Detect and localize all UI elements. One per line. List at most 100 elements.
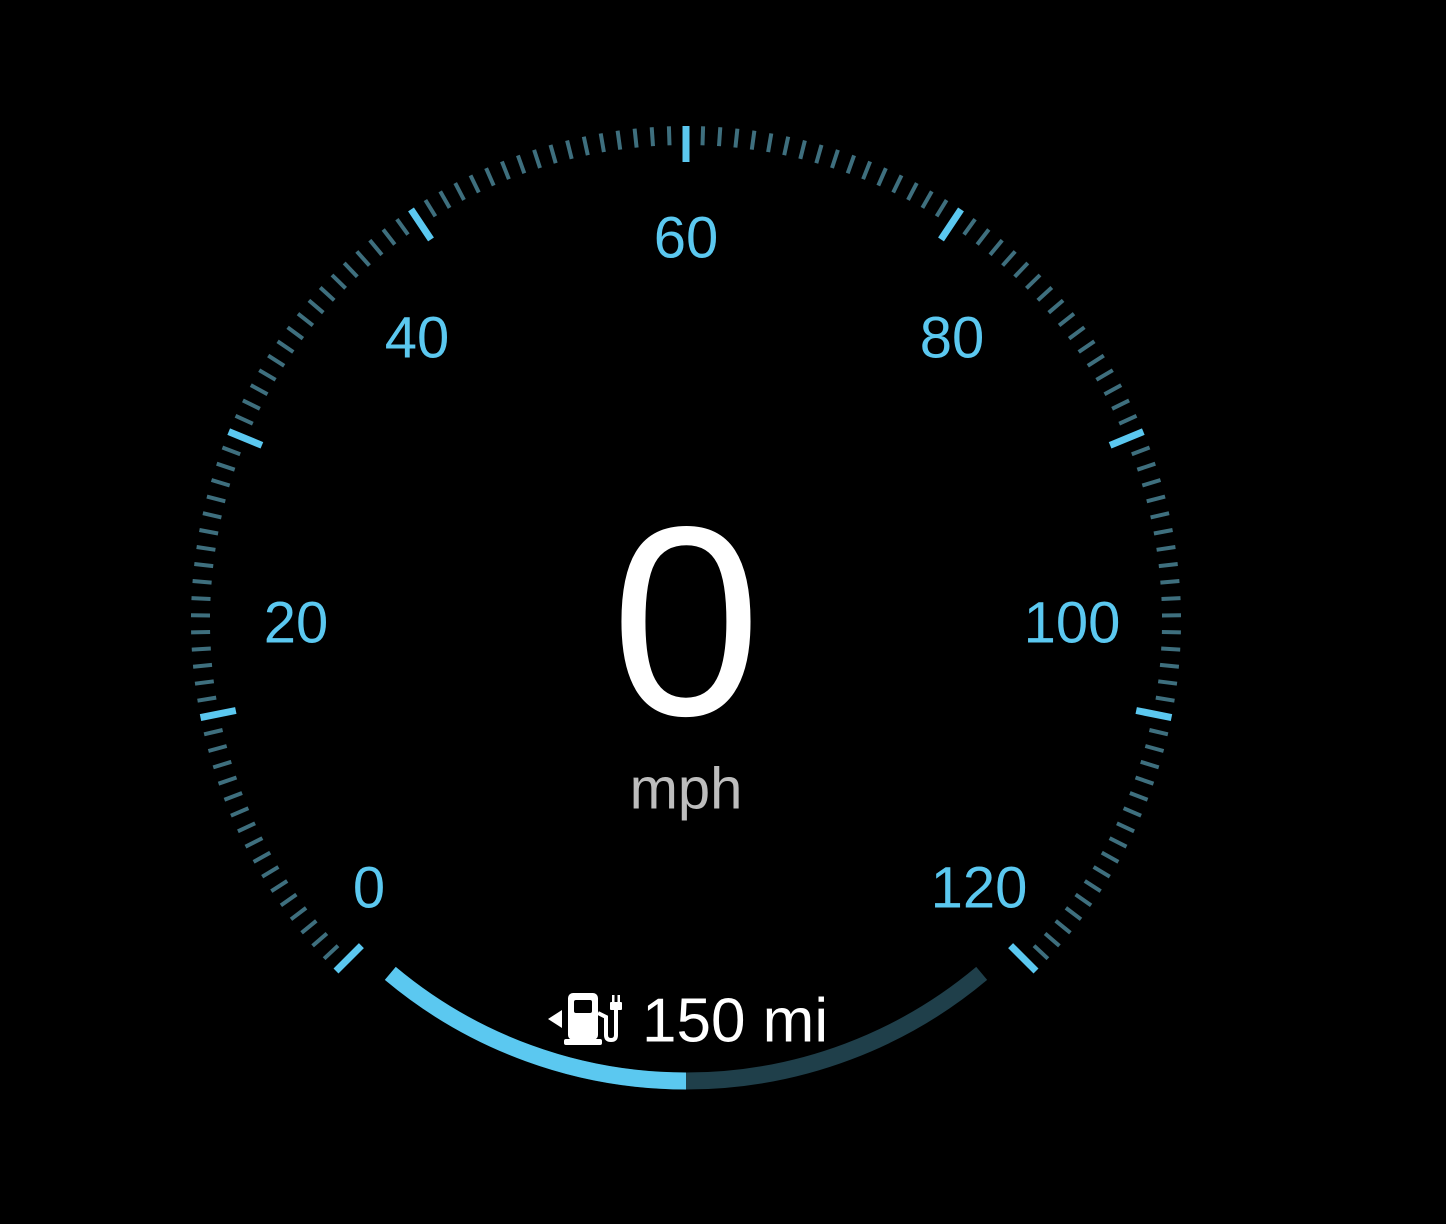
minor-tick bbox=[1158, 562, 1178, 569]
major-tick bbox=[227, 428, 264, 449]
minor-tick bbox=[516, 154, 527, 174]
minor-tick bbox=[1156, 545, 1176, 552]
major-tick bbox=[1135, 707, 1173, 722]
minor-tick bbox=[276, 339, 295, 354]
minor-tick bbox=[196, 545, 216, 552]
minor-tick bbox=[1064, 906, 1083, 921]
minor-tick bbox=[876, 167, 888, 187]
fuel-pump-plug-icon bbox=[548, 993, 622, 1045]
range-value: 150 mi bbox=[642, 987, 828, 1056]
minor-tick bbox=[1118, 413, 1138, 426]
minor-tick bbox=[1036, 286, 1054, 302]
minor-tick bbox=[438, 190, 452, 209]
speed-label-20: 20 bbox=[264, 591, 329, 656]
minor-tick bbox=[975, 228, 991, 246]
minor-tick bbox=[252, 850, 272, 864]
minor-tick bbox=[234, 413, 254, 426]
minor-tick bbox=[920, 190, 934, 209]
minor-tick bbox=[988, 238, 1004, 257]
minor-tick bbox=[311, 931, 329, 948]
minor-tick bbox=[666, 126, 672, 146]
minor-tick bbox=[1157, 679, 1178, 686]
minor-tick bbox=[395, 218, 410, 236]
minor-tick bbox=[1092, 865, 1111, 879]
minor-tick bbox=[1150, 511, 1170, 520]
minor-tick bbox=[192, 579, 212, 585]
minor-tick bbox=[453, 182, 466, 201]
minor-tick bbox=[1116, 821, 1135, 834]
major-tick bbox=[333, 943, 364, 974]
minor-tick bbox=[286, 325, 305, 341]
minor-tick bbox=[1148, 728, 1169, 737]
minor-tick bbox=[1160, 579, 1180, 585]
speed-label-0: 0 bbox=[353, 856, 385, 921]
minor-tick bbox=[1161, 646, 1181, 652]
major-tick bbox=[1008, 943, 1039, 974]
speed-label-120: 120 bbox=[931, 856, 1028, 921]
minor-tick bbox=[1074, 892, 1093, 908]
minor-tick bbox=[468, 174, 481, 194]
minor-tick bbox=[1159, 662, 1180, 669]
minor-tick bbox=[1043, 931, 1061, 948]
minor-tick bbox=[598, 133, 606, 153]
minor-tick bbox=[261, 865, 280, 879]
minor-tick bbox=[782, 136, 791, 156]
minor-tick bbox=[798, 140, 807, 160]
speed-unit: mph bbox=[630, 757, 743, 822]
speed-label-40: 40 bbox=[385, 306, 450, 371]
minor-tick bbox=[1025, 273, 1042, 290]
minor-tick bbox=[244, 836, 264, 849]
speed-scale-labels: 0 20 40 60 80 100 120 bbox=[264, 206, 1121, 921]
minor-tick bbox=[423, 199, 438, 218]
minor-tick bbox=[700, 126, 706, 146]
minor-tick bbox=[191, 596, 211, 601]
minor-tick bbox=[342, 261, 359, 279]
minor-tick bbox=[1013, 261, 1030, 279]
minor-tick bbox=[270, 879, 289, 893]
minor-tick bbox=[203, 728, 224, 737]
minor-tick bbox=[199, 528, 219, 536]
minor-tick bbox=[1086, 353, 1105, 368]
minor-tick bbox=[830, 149, 840, 169]
range-arc bbox=[384, 966, 988, 1090]
minor-tick bbox=[962, 218, 977, 236]
range-fill bbox=[384, 966, 687, 1090]
minor-tick bbox=[1077, 339, 1096, 354]
minor-tick bbox=[279, 892, 298, 908]
minor-tick bbox=[1146, 494, 1166, 504]
minor-tick bbox=[632, 128, 639, 148]
minor-tick bbox=[230, 806, 250, 818]
minor-tick bbox=[484, 167, 496, 187]
minor-tick bbox=[934, 199, 949, 218]
minor-tick bbox=[217, 775, 238, 786]
minor-tick bbox=[355, 250, 371, 267]
minor-tick bbox=[194, 562, 214, 569]
minor-tick bbox=[766, 133, 774, 153]
minor-tick bbox=[500, 160, 511, 180]
minor-tick bbox=[1067, 325, 1086, 341]
minor-tick bbox=[192, 662, 213, 669]
minor-tick bbox=[1057, 312, 1076, 327]
minor-tick bbox=[1047, 298, 1065, 315]
minor-tick bbox=[381, 228, 397, 246]
minor-tick bbox=[1100, 850, 1120, 864]
minor-tick bbox=[1144, 744, 1165, 753]
minor-tick bbox=[307, 298, 325, 315]
minor-tick bbox=[206, 494, 226, 504]
minor-tick bbox=[1032, 944, 1050, 961]
minor-tick bbox=[649, 127, 655, 147]
range-readout: 150 mi bbox=[548, 987, 828, 1056]
minor-tick bbox=[249, 383, 269, 396]
minor-tick bbox=[1083, 879, 1102, 893]
current-speed: 0 bbox=[611, 472, 761, 773]
major-tick bbox=[408, 207, 434, 242]
tick-marks bbox=[190, 126, 1182, 974]
minor-tick bbox=[242, 398, 261, 411]
minor-tick bbox=[861, 160, 872, 180]
minor-tick bbox=[289, 906, 308, 921]
minor-tick bbox=[733, 128, 740, 148]
minor-tick bbox=[1103, 383, 1123, 396]
minor-tick bbox=[368, 238, 384, 257]
minor-tick bbox=[237, 821, 256, 834]
